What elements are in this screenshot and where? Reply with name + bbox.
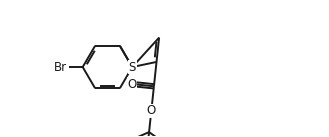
Text: Br: Br bbox=[54, 61, 67, 74]
Text: O: O bbox=[147, 104, 156, 117]
Text: O: O bbox=[128, 78, 137, 91]
Text: S: S bbox=[129, 61, 136, 74]
